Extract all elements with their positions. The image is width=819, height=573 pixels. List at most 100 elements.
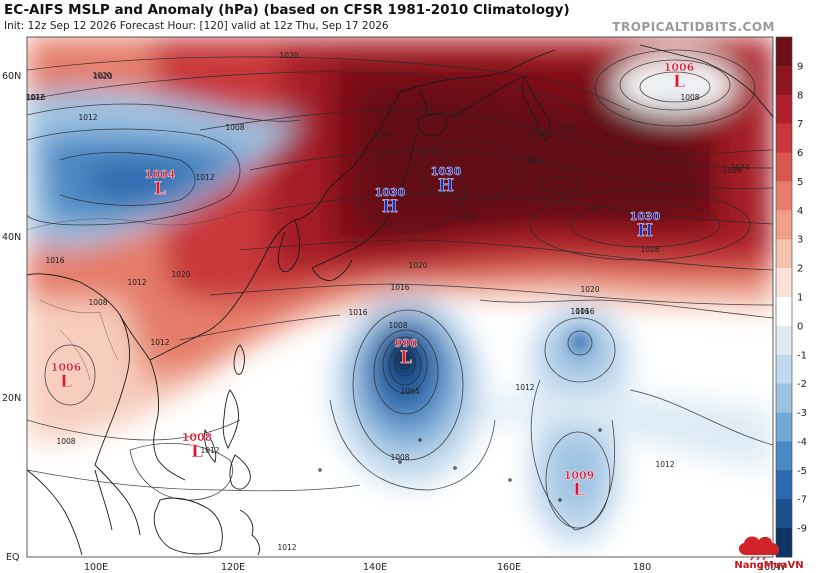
- anomaly-colorbar: 9 8 7 6 5 4 3 2 1 0 -1 -2 -3 -4 -5 -7 -9: [775, 36, 807, 558]
- pressure-value: 1004: [145, 168, 176, 181]
- isobar-labels: 1020102010161012100810121020101210161008…: [25, 51, 749, 552]
- colorbar-label: 3: [797, 235, 803, 246]
- latitude-labels: 60N 40N 20N EQ: [2, 71, 21, 563]
- source-brand[interactable]: TROPICALTIDBITS.COM: [612, 20, 775, 34]
- lat-label-20n: 20N: [2, 393, 21, 404]
- colorbar-swatch: [776, 297, 792, 327]
- lon-label-180: 180: [633, 562, 651, 573]
- colorbar-swatch: [776, 123, 792, 154]
- iso-1020-e: 1020: [580, 285, 599, 294]
- colorbar-label: 8: [797, 90, 803, 101]
- colorbar-label: -2: [797, 379, 807, 390]
- lon-label-160e: 160E: [497, 562, 521, 573]
- pressure-value: 1009: [564, 469, 595, 482]
- pressure-centers: 1030H1030H1030H1006L1004L990L1006L1008L1…: [50, 61, 694, 500]
- pressure-value: 1008: [182, 431, 213, 444]
- longitude-labels: 100E 120E 140E 160E 180 160W: [84, 562, 786, 573]
- iso-1016-f: 1016: [528, 129, 547, 138]
- pressure-value: 1006: [51, 361, 82, 374]
- iso-1012-g: 1012: [150, 338, 169, 347]
- iso-1016-d: 1016: [390, 283, 409, 292]
- colorbar-swatch: [776, 441, 792, 471]
- iso-1028-a: 1028: [522, 156, 541, 165]
- iso-1012-d: 1012: [556, 124, 575, 133]
- colorbar-swatch: [776, 354, 792, 385]
- lon-label-160w: 160W: [758, 562, 786, 573]
- iso-1008-e: 1008: [56, 437, 75, 446]
- iso-1016-b: 1016: [45, 256, 64, 265]
- iso-1028-b: 1028: [640, 245, 659, 254]
- iso-1024-b: 1024: [457, 213, 476, 222]
- iso-1024-a: 1024: [372, 130, 391, 139]
- lat-label-60n: 60N: [2, 71, 21, 82]
- colorbar-label: 5: [797, 177, 803, 188]
- lon-label-140e: 140E: [363, 562, 387, 573]
- pressure-letter: H: [438, 176, 454, 196]
- colorbar-swatch: [776, 325, 792, 356]
- colorbar-swatch: [776, 181, 792, 211]
- iso-1024-c: 1024: [722, 166, 741, 175]
- colorbar-swatch: [776, 65, 792, 96]
- pressure-letter: L: [60, 372, 72, 392]
- pressure-letter: L: [673, 72, 685, 92]
- lon-label-100e: 100E: [84, 562, 108, 573]
- iso-1004-a: 1004: [400, 387, 419, 396]
- colorbar-swatch: [776, 268, 792, 298]
- iso-1012-e: 1012: [515, 383, 534, 392]
- pressure-value: 1030: [375, 186, 406, 199]
- borders: [27, 210, 291, 381]
- colorbar-swatch: [776, 470, 792, 500]
- pressure-value: 1030: [630, 210, 661, 223]
- map-title: EC-AIFS MSLP and Anomaly (hPa) (based on…: [4, 2, 570, 18]
- isobars: [27, 49, 773, 531]
- colorbar-label: -4: [797, 437, 807, 448]
- colorbar-label: -1: [797, 350, 807, 361]
- iso-1024-d: 1024: [730, 163, 749, 172]
- colorbar-label: 2: [797, 264, 803, 275]
- pressure-value: 1030: [431, 165, 462, 178]
- map-frame: [26, 36, 774, 558]
- iso-1012-c: 1012: [127, 278, 146, 287]
- colorbar-swatch: [776, 210, 792, 240]
- colorbar-label: 0: [797, 321, 803, 332]
- colorbar-swatch: [776, 37, 792, 67]
- colorbar-swatch: [776, 528, 792, 558]
- lat-label-eq: EQ: [6, 552, 19, 563]
- pressure-letter: L: [154, 179, 166, 199]
- pressure-letter: L: [400, 348, 412, 368]
- iso-1008-d: 1008: [388, 321, 407, 330]
- iso-1012-h: 1012: [655, 460, 674, 469]
- iso-1020-d: 1020: [408, 261, 427, 270]
- colorbar-swatch: [776, 383, 792, 414]
- iso-1012-j: 1012: [25, 93, 44, 102]
- iso-1020-a: 1020: [279, 51, 298, 60]
- pressure-value: 990: [395, 337, 418, 350]
- colorbar-label: -9: [797, 524, 807, 535]
- cloud-icon: [738, 536, 780, 561]
- lon-label-120e: 120E: [221, 562, 245, 573]
- pressure-letter: L: [573, 480, 585, 500]
- lat-label-40n: 40N: [2, 232, 21, 243]
- iso-1012-b: 1012: [195, 173, 214, 182]
- iso-1008-c: 1008: [390, 453, 409, 462]
- iso-1016-c: 1016: [348, 308, 367, 317]
- pressure-letter: L: [191, 442, 203, 462]
- iso-1016-a: 1016: [26, 93, 45, 102]
- colorbar-swatch: [776, 239, 792, 269]
- colorbar-swatch: [776, 412, 792, 442]
- colorbar-label: 9: [797, 61, 803, 72]
- colorbar-swatch: [776, 152, 792, 182]
- colorbar-label: 4: [797, 206, 803, 217]
- iso-1012-i: 1012: [200, 446, 219, 455]
- iso-1020-f: 1020: [93, 72, 112, 81]
- iso-1012-f: 1012: [277, 543, 296, 552]
- colorbar-label: 7: [797, 119, 803, 130]
- iso-1012-a: 1012: [78, 113, 97, 122]
- watermark-logo: NangMuaVN: [724, 531, 814, 571]
